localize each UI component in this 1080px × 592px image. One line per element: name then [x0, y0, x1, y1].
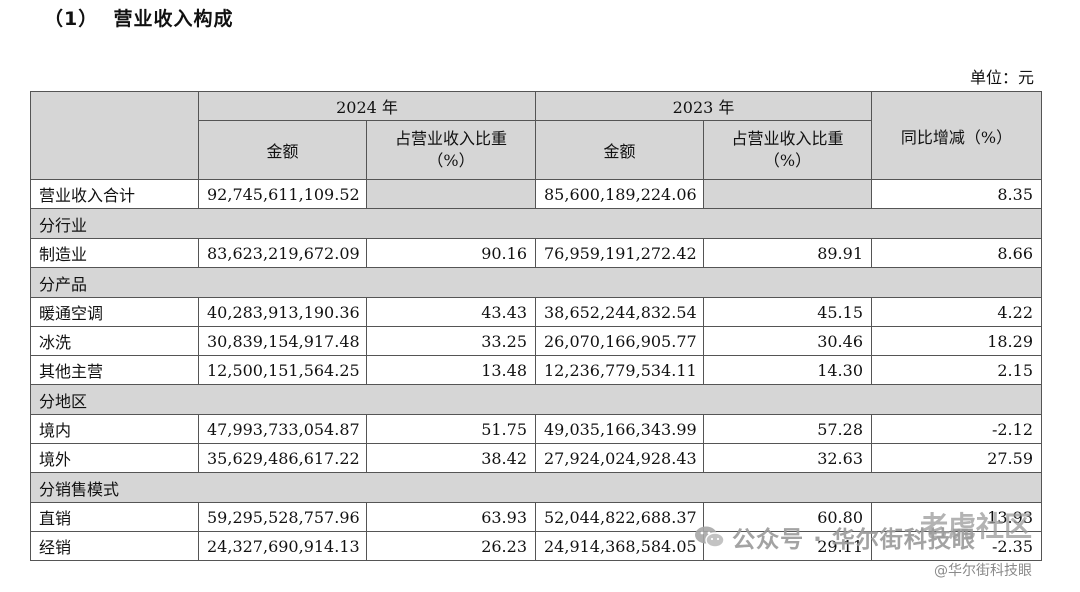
- share-2023-cell: [703, 179, 872, 209]
- watermark-community: 老虎社区: [920, 510, 1033, 543]
- amount-2024-cell: 47,993,733,054.87: [198, 414, 367, 444]
- share-2024-cell: 63.93: [366, 502, 536, 532]
- amount-2023-cell: 24,914,368,584.05: [535, 531, 704, 561]
- share-2024-cell: 33.25: [366, 326, 536, 356]
- share-2024-cell: 43.43: [366, 297, 536, 327]
- watermark-handle: @华尔街科技眼: [934, 563, 1032, 579]
- amount-2024-cell: 83,623,219,672.09: [198, 238, 367, 268]
- amount-2024-cell: 35,629,486,617.22: [198, 443, 367, 473]
- amount-2023-cell: 52,044,822,688.37: [535, 502, 704, 532]
- share-2023-cell: 45.15: [703, 297, 872, 327]
- year-2023-header: 2023 年: [535, 91, 872, 121]
- amount-2023-header: 金额: [535, 120, 704, 180]
- total-row: 营业收入合计 92,745,611,109.52 85,600,189,224.…: [30, 179, 1042, 209]
- corner-header: [30, 91, 199, 180]
- amount-2023-cell: 85,600,189,224.06: [535, 179, 704, 209]
- table-row: 直销 59,295,528,757.96 63.93 52,044,822,688.3…: [30, 502, 1042, 532]
- share-2024-cell: 26.23: [366, 531, 536, 561]
- share-2024-cell: [366, 179, 536, 209]
- yoy-cell: -2.12: [871, 414, 1042, 444]
- section-header-row: 分地区: [30, 384, 1042, 415]
- amount-2023-cell: 12,236,779,534.11: [535, 355, 704, 385]
- row-label: 营业收入合计: [30, 179, 199, 209]
- section-label: 分产品: [30, 267, 1042, 298]
- yoy-cell: -2.35: [871, 531, 1042, 561]
- section-header-row: 分销售模式: [30, 472, 1042, 503]
- row-label: 境内: [30, 414, 199, 444]
- row-label: 境外: [30, 443, 199, 473]
- table-row: 境内 47,993,733,054.87 51.75 49,035,166,343.9…: [30, 414, 1042, 444]
- share-2023-cell: 30.46: [703, 326, 872, 356]
- amount-2023-cell: 49,035,166,343.99: [535, 414, 704, 444]
- row-label: 冰洗: [30, 326, 199, 356]
- table-row: 冰洗 30,839,154,917.48 33.25 26,070,166,905.7…: [30, 326, 1042, 356]
- share-2023-cell: 60.80: [703, 502, 872, 532]
- amount-2024-header: 金额: [198, 120, 367, 180]
- amount-2024-cell: 59,295,528,757.96: [198, 502, 367, 532]
- revenue-composition-table: 2024 年 2023 年 同比增减（%） 金额 占营业收入比重 （%） 金额 占…: [30, 91, 1042, 561]
- share-2024-cell: 51.75: [366, 414, 536, 444]
- section-label: 分销售模式: [30, 472, 1042, 503]
- table-row: 暖通空调 40,283,913,190.36 43.43 38,652,244,832…: [30, 297, 1042, 327]
- share-2024-cell: 90.16: [366, 238, 536, 268]
- yoy-header: 同比增减（%）: [871, 91, 1042, 180]
- section-header-row: 分产品: [30, 267, 1042, 298]
- section-label: 分地区: [30, 384, 1042, 415]
- unit-label: 单位：元: [969, 68, 1034, 87]
- amount-2024-cell: 30,839,154,917.48: [198, 326, 367, 356]
- amount-2023-cell: 76,959,191,272.42: [535, 238, 704, 268]
- yoy-cell: 13.93: [871, 502, 1042, 532]
- row-label: 制造业: [30, 238, 199, 268]
- row-label: 其他主营: [30, 355, 199, 385]
- amount-2024-cell: 92,745,611,109.52: [198, 179, 367, 209]
- share-2023-cell: 29.11: [703, 531, 872, 561]
- share-2023-cell: 57.28: [703, 414, 872, 444]
- section-header-row: 分行业: [30, 208, 1042, 239]
- share-2023-cell: 14.30: [703, 355, 872, 385]
- share-2023-header: 占营业收入比重 （%）: [703, 120, 872, 180]
- amount-2023-cell: 27,924,024,928.43: [535, 443, 704, 473]
- yoy-cell: 8.66: [871, 238, 1042, 268]
- row-label: 经销: [30, 531, 199, 561]
- row-label: 暖通空调: [30, 297, 199, 327]
- section-title: （1） 营业收入构成: [44, 8, 234, 30]
- share-2024-cell: 13.48: [366, 355, 536, 385]
- share-2023-cell: 89.91: [703, 238, 872, 268]
- section-label: 分行业: [30, 208, 1042, 239]
- table-row: 其他主营 12,500,151,564.25 13.48 12,236,779,534…: [30, 355, 1042, 385]
- yoy-cell: 18.29: [871, 326, 1042, 356]
- yoy-cell: 2.15: [871, 355, 1042, 385]
- share-2024-cell: 38.42: [366, 443, 536, 473]
- amount-2024-cell: 40,283,913,190.36: [198, 297, 367, 327]
- amount-2023-cell: 38,652,244,832.54: [535, 297, 704, 327]
- yoy-cell: 8.35: [871, 179, 1042, 209]
- amount-2024-cell: 24,327,690,914.13: [198, 531, 367, 561]
- table-row: 经销 24,327,690,914.13 26.23 24,914,368,584.0…: [30, 531, 1042, 561]
- amount-2024-cell: 12,500,151,564.25: [198, 355, 367, 385]
- row-label: 直销: [30, 502, 199, 532]
- table-row: 制造业 83,623,219,672.09 90.16 76,959,191,272.…: [30, 238, 1042, 268]
- yoy-cell: 4.22: [871, 297, 1042, 327]
- yoy-cell: 27.59: [871, 443, 1042, 473]
- year-2024-header: 2024 年: [198, 91, 536, 121]
- table-row: 境外 35,629,486,617.22 38.42 27,924,024,928.4…: [30, 443, 1042, 473]
- amount-2023-cell: 26,070,166,905.77: [535, 326, 704, 356]
- share-2024-header: 占营业收入比重 （%）: [366, 120, 536, 180]
- share-2023-cell: 32.63: [703, 443, 872, 473]
